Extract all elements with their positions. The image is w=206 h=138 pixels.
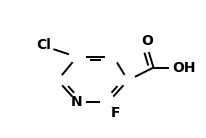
Text: Cl: Cl xyxy=(36,38,51,52)
Text: N: N xyxy=(71,95,83,109)
Text: O: O xyxy=(141,34,153,48)
Text: OH: OH xyxy=(172,61,195,75)
Text: F: F xyxy=(110,106,120,120)
